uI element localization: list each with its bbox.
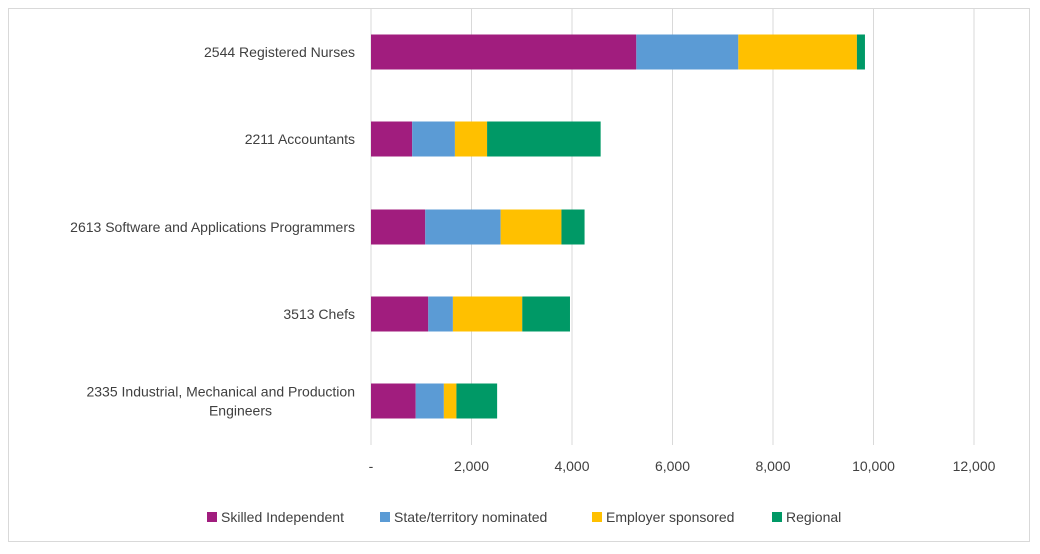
legend-swatch <box>207 512 217 522</box>
bar-1-3 <box>487 121 601 157</box>
category-label-line: 2335 Industrial, Mechanical and Producti… <box>86 384 355 400</box>
x-tick-label-3: 6,000 <box>655 458 690 474</box>
category-label-2: 2613 Software and Applications Programme… <box>70 219 355 235</box>
legend-swatch <box>592 512 602 522</box>
category-label-line: 2613 Software and Applications Programme… <box>70 219 355 235</box>
legend: Skilled Independent State/territory nomin… <box>207 509 841 525</box>
bar-0-0 <box>371 34 637 70</box>
legend-label: Regional <box>786 509 841 525</box>
bar-1-0 <box>371 121 413 157</box>
bar-0-1 <box>636 34 739 70</box>
chart-frame: 2544 Registered Nurses 2211 Accountants 26… <box>8 8 1030 542</box>
bar-2-1 <box>425 209 501 245</box>
category-label-line: 2544 Registered Nurses <box>204 44 355 60</box>
x-tick-labels: - 2,000 4,000 6,000 8,000 10,000 12,000 <box>369 458 996 474</box>
bar-2-3 <box>561 209 585 245</box>
x-tick-label-4: 8,000 <box>755 458 790 474</box>
bar-3-1 <box>428 296 453 332</box>
legend-label: Skilled Independent <box>221 509 344 525</box>
category-label-4: 2335 Industrial, Mechanical and Producti… <box>86 384 355 419</box>
bar-4-0 <box>371 383 416 419</box>
legend-swatch <box>772 512 782 522</box>
legend-item-2: Employer sponsored <box>592 509 734 525</box>
category-label-3: 3513 Chefs <box>283 306 355 322</box>
bars <box>371 34 865 419</box>
legend-swatch <box>380 512 390 522</box>
category-label-0: 2544 Registered Nurses <box>204 44 355 60</box>
x-tick-label-2: 4,000 <box>554 458 589 474</box>
bar-4-3 <box>456 383 498 419</box>
bar-3-0 <box>371 296 429 332</box>
bar-3-2 <box>452 296 523 332</box>
legend-item-1: State/territory nominated <box>380 509 547 525</box>
legend-label: Employer sponsored <box>606 509 734 525</box>
bar-2-2 <box>500 209 562 245</box>
stacked-bar-chart: 2544 Registered Nurses 2211 Accountants 26… <box>70 9 996 525</box>
bar-4-2 <box>443 383 457 419</box>
x-tick-label-1: 2,000 <box>454 458 489 474</box>
x-tick-label-0: - <box>369 458 374 474</box>
bar-0-2 <box>738 34 857 70</box>
category-label-line: 2211 Accountants <box>245 131 355 147</box>
legend-label: State/territory nominated <box>394 509 547 525</box>
bar-3-3 <box>522 296 570 332</box>
category-label-line: 3513 Chefs <box>283 306 355 322</box>
x-tick-label-6: 12,000 <box>953 458 996 474</box>
legend-item-3: Regional <box>772 509 841 525</box>
bar-0-3 <box>856 34 865 70</box>
x-tick-label-5: 10,000 <box>852 458 895 474</box>
category-label-1: 2211 Accountants <box>245 131 355 147</box>
bar-2-0 <box>371 209 426 245</box>
legend-item-0: Skilled Independent <box>207 509 344 525</box>
category-labels: 2544 Registered Nurses 2211 Accountants 26… <box>70 44 355 419</box>
bar-1-2 <box>454 121 488 157</box>
bar-1-1 <box>412 121 455 157</box>
category-label-line: Engineers <box>209 403 272 419</box>
bar-4-1 <box>415 383 444 419</box>
